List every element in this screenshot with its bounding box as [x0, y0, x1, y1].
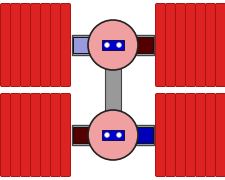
Bar	[108, 132, 117, 138]
Bar	[115, 37, 152, 53]
Circle shape	[104, 42, 111, 48]
Bar	[73, 37, 110, 53]
Circle shape	[116, 132, 121, 138]
FancyBboxPatch shape	[0, 93, 10, 177]
Bar	[101, 130, 124, 140]
FancyBboxPatch shape	[10, 3, 20, 87]
FancyBboxPatch shape	[175, 3, 185, 87]
Bar	[108, 42, 117, 48]
Bar	[73, 127, 110, 143]
FancyBboxPatch shape	[215, 93, 225, 177]
FancyBboxPatch shape	[0, 3, 10, 87]
FancyBboxPatch shape	[20, 3, 30, 87]
FancyBboxPatch shape	[205, 93, 215, 177]
FancyBboxPatch shape	[215, 3, 225, 87]
Bar	[105, 67, 120, 113]
Circle shape	[114, 132, 121, 138]
FancyBboxPatch shape	[165, 3, 175, 87]
FancyBboxPatch shape	[165, 93, 175, 177]
FancyBboxPatch shape	[20, 93, 30, 177]
FancyBboxPatch shape	[60, 93, 70, 177]
Bar	[72, 125, 90, 145]
FancyBboxPatch shape	[195, 93, 205, 177]
Circle shape	[88, 20, 137, 70]
FancyBboxPatch shape	[30, 93, 40, 177]
FancyBboxPatch shape	[50, 3, 60, 87]
Circle shape	[104, 42, 109, 48]
FancyBboxPatch shape	[185, 3, 195, 87]
FancyBboxPatch shape	[155, 93, 165, 177]
FancyBboxPatch shape	[185, 93, 195, 177]
Circle shape	[88, 110, 137, 160]
FancyBboxPatch shape	[155, 3, 165, 87]
FancyBboxPatch shape	[175, 93, 185, 177]
FancyBboxPatch shape	[10, 93, 20, 177]
Circle shape	[104, 132, 111, 138]
Circle shape	[104, 132, 109, 138]
FancyBboxPatch shape	[40, 93, 50, 177]
Bar	[135, 35, 153, 55]
Circle shape	[114, 42, 121, 48]
FancyBboxPatch shape	[50, 93, 60, 177]
FancyBboxPatch shape	[60, 3, 70, 87]
Bar	[135, 125, 153, 145]
Bar	[101, 40, 124, 50]
Circle shape	[116, 42, 121, 48]
FancyBboxPatch shape	[30, 3, 40, 87]
Bar	[72, 35, 90, 55]
FancyBboxPatch shape	[205, 3, 215, 87]
Bar	[115, 127, 152, 143]
FancyBboxPatch shape	[195, 3, 205, 87]
FancyBboxPatch shape	[40, 3, 50, 87]
